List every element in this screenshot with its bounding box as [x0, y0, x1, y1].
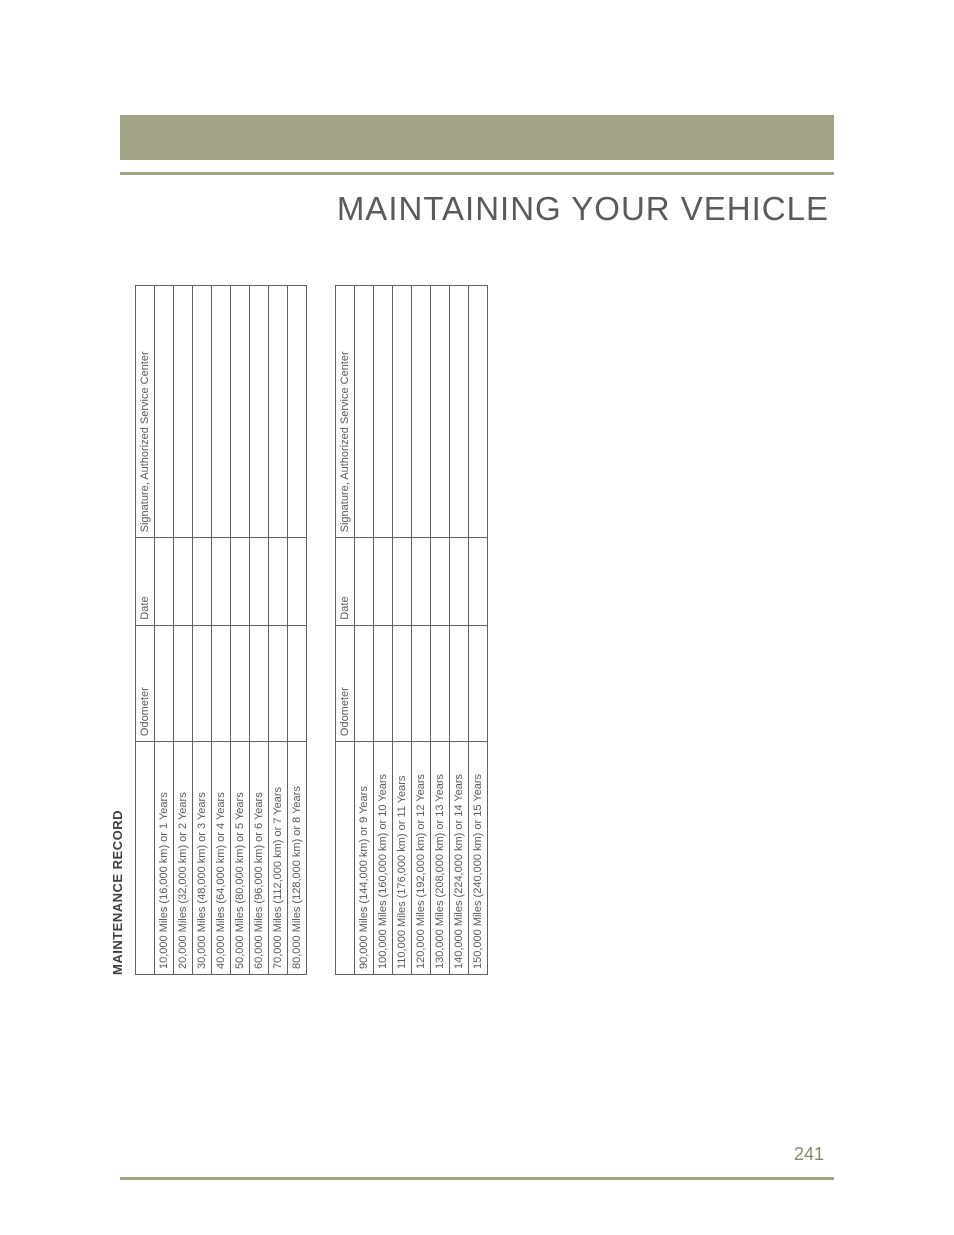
table-row: 100,000 Miles (160,000 km) or 10 Years [374, 286, 393, 975]
tables-container: Odometer Date Signature, Authorized Serv… [135, 285, 488, 975]
signature-cell[interactable] [155, 286, 174, 538]
odometer-cell[interactable] [193, 625, 212, 741]
maintenance-record-block: MAINTENANCE RECORD Odometer Date Signatu… [110, 285, 488, 975]
interval-cell: 90,000 Miles (144,000 km) or 9 Years [355, 742, 374, 975]
table-row: 90,000 Miles (144,000 km) or 9 Years [355, 286, 374, 975]
signature-cell[interactable] [193, 286, 212, 538]
interval-cell: 150,000 Miles (240,000 km) or 15 Years [469, 742, 488, 975]
odometer-cell[interactable] [250, 625, 269, 741]
table-row: 30,000 Miles (48,000 km) or 3 Years [193, 286, 212, 975]
table-row: 80,000 Miles (128,000 km) or 8 Years [288, 286, 307, 975]
date-cell[interactable] [412, 538, 431, 625]
signature-cell[interactable] [174, 286, 193, 538]
bottom-rule [120, 1177, 834, 1180]
date-cell[interactable] [393, 538, 412, 625]
table-row: 50,000 Miles (80,000 km) or 5 Years [231, 286, 250, 975]
signature-cell[interactable] [450, 286, 469, 538]
signature-cell[interactable] [355, 286, 374, 538]
header-interval [136, 742, 155, 975]
date-cell[interactable] [469, 538, 488, 625]
date-cell[interactable] [431, 538, 450, 625]
date-cell[interactable] [374, 538, 393, 625]
interval-cell: 30,000 Miles (48,000 km) or 3 Years [193, 742, 212, 975]
header-interval [336, 742, 355, 975]
signature-cell[interactable] [412, 286, 431, 538]
top-rule [120, 172, 834, 175]
maintenance-table-1: Odometer Date Signature, Authorized Serv… [135, 285, 307, 975]
table-row: 120,000 Miles (192,000 km) or 12 Years [412, 286, 431, 975]
date-cell[interactable] [231, 538, 250, 625]
interval-cell: 130,000 Miles (208,000 km) or 13 Years [431, 742, 450, 975]
odometer-cell[interactable] [431, 625, 450, 741]
date-cell[interactable] [193, 538, 212, 625]
interval-cell: 20,000 Miles (32,000 km) or 2 Years [174, 742, 193, 975]
interval-cell: 60,000 Miles (96,000 km) or 6 Years [250, 742, 269, 975]
table-row: 40,000 Miles (64,000 km) or 4 Years [212, 286, 231, 975]
table-row: 60,000 Miles (96,000 km) or 6 Years [250, 286, 269, 975]
signature-cell[interactable] [231, 286, 250, 538]
odometer-cell[interactable] [374, 625, 393, 741]
signature-cell[interactable] [431, 286, 450, 538]
odometer-cell[interactable] [174, 625, 193, 741]
date-cell[interactable] [269, 538, 288, 625]
table-row: 20,000 Miles (32,000 km) or 2 Years [174, 286, 193, 975]
table-header-row: Odometer Date Signature, Authorized Serv… [136, 286, 155, 975]
page-number: 241 [794, 1144, 824, 1165]
header-odometer: Odometer [336, 625, 355, 741]
odometer-cell[interactable] [231, 625, 250, 741]
signature-cell[interactable] [393, 286, 412, 538]
header-signature: Signature, Authorized Service Center [136, 286, 155, 538]
date-cell[interactable] [355, 538, 374, 625]
section-heading: MAINTENANCE RECORD [110, 285, 125, 975]
interval-cell: 10,000 Miles (16,000 km) or 1 Years [155, 742, 174, 975]
date-cell[interactable] [212, 538, 231, 625]
odometer-cell[interactable] [155, 625, 174, 741]
interval-cell: 140,000 Miles (224,000 km) or 14 Years [450, 742, 469, 975]
date-cell[interactable] [250, 538, 269, 625]
date-cell[interactable] [288, 538, 307, 625]
header-date: Date [136, 538, 155, 625]
odometer-cell[interactable] [288, 625, 307, 741]
table-row: 150,000 Miles (240,000 km) or 15 Years [469, 286, 488, 975]
interval-cell: 50,000 Miles (80,000 km) or 5 Years [231, 742, 250, 975]
interval-cell: 120,000 Miles (192,000 km) or 12 Years [412, 742, 431, 975]
odometer-cell[interactable] [450, 625, 469, 741]
header-odometer: Odometer [136, 625, 155, 741]
signature-cell[interactable] [269, 286, 288, 538]
interval-cell: 40,000 Miles (64,000 km) or 4 Years [212, 742, 231, 975]
date-cell[interactable] [155, 538, 174, 625]
table-row: 10,000 Miles (16,000 km) or 1 Years [155, 286, 174, 975]
signature-cell[interactable] [288, 286, 307, 538]
top-olive-band [120, 115, 834, 160]
odometer-cell[interactable] [212, 625, 231, 741]
interval-cell: 110,000 Miles (176,000 km) or 11 Years [393, 742, 412, 975]
signature-cell[interactable] [212, 286, 231, 538]
table-row: 110,000 Miles (176,000 km) or 11 Years [393, 286, 412, 975]
odometer-cell[interactable] [355, 625, 374, 741]
odometer-cell[interactable] [269, 625, 288, 741]
page-title: MAINTAINING YOUR VEHICLE [337, 190, 829, 228]
header-date: Date [336, 538, 355, 625]
table-row: 70,000 Miles (112,000 km) or 7 Years [269, 286, 288, 975]
signature-cell[interactable] [250, 286, 269, 538]
date-cell[interactable] [174, 538, 193, 625]
table-header-row: Odometer Date Signature, Authorized Serv… [336, 286, 355, 975]
odometer-cell[interactable] [469, 625, 488, 741]
interval-cell: 70,000 Miles (112,000 km) or 7 Years [269, 742, 288, 975]
table-row: 130,000 Miles (208,000 km) or 13 Years [431, 286, 450, 975]
odometer-cell[interactable] [393, 625, 412, 741]
date-cell[interactable] [450, 538, 469, 625]
signature-cell[interactable] [374, 286, 393, 538]
signature-cell[interactable] [469, 286, 488, 538]
interval-cell: 100,000 Miles (160,000 km) or 10 Years [374, 742, 393, 975]
interval-cell: 80,000 Miles (128,000 km) or 8 Years [288, 742, 307, 975]
maintenance-table-2: Odometer Date Signature, Authorized Serv… [335, 285, 488, 975]
odometer-cell[interactable] [412, 625, 431, 741]
table-row: 140,000 Miles (224,000 km) or 14 Years [450, 286, 469, 975]
header-signature: Signature, Authorized Service Center [336, 286, 355, 538]
